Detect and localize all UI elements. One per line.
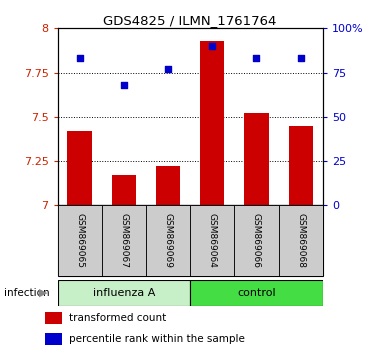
Bar bbox=[112, 175, 136, 205]
Bar bbox=[68, 131, 92, 205]
Bar bbox=[45, 312, 62, 324]
Point bbox=[121, 82, 127, 88]
Text: GSM869068: GSM869068 bbox=[296, 213, 305, 268]
Point bbox=[253, 56, 259, 61]
Bar bbox=[190, 280, 323, 306]
Point bbox=[298, 56, 303, 61]
Bar bbox=[58, 205, 102, 276]
Text: percentile rank within the sample: percentile rank within the sample bbox=[69, 335, 245, 344]
Bar bbox=[244, 113, 269, 205]
Bar bbox=[45, 333, 62, 346]
Text: GSM869064: GSM869064 bbox=[208, 213, 217, 268]
Point bbox=[209, 43, 215, 49]
Bar bbox=[200, 41, 224, 205]
Bar bbox=[58, 280, 190, 306]
Text: ▶: ▶ bbox=[39, 288, 47, 298]
Text: GSM869067: GSM869067 bbox=[119, 213, 128, 268]
Text: control: control bbox=[237, 288, 276, 298]
Point bbox=[77, 56, 83, 61]
Text: GSM869066: GSM869066 bbox=[252, 213, 261, 268]
Bar bbox=[289, 126, 313, 205]
Bar bbox=[146, 205, 190, 276]
Text: infection: infection bbox=[4, 288, 49, 298]
Bar bbox=[234, 205, 279, 276]
Bar bbox=[190, 205, 234, 276]
Bar bbox=[102, 205, 146, 276]
Bar bbox=[279, 205, 323, 276]
Point bbox=[165, 66, 171, 72]
Text: transformed count: transformed count bbox=[69, 313, 167, 323]
Text: GSM869069: GSM869069 bbox=[164, 213, 173, 268]
Title: GDS4825 / ILMN_1761764: GDS4825 / ILMN_1761764 bbox=[104, 14, 277, 27]
Text: influenza A: influenza A bbox=[93, 288, 155, 298]
Bar bbox=[156, 166, 180, 205]
Text: GSM869065: GSM869065 bbox=[75, 213, 84, 268]
